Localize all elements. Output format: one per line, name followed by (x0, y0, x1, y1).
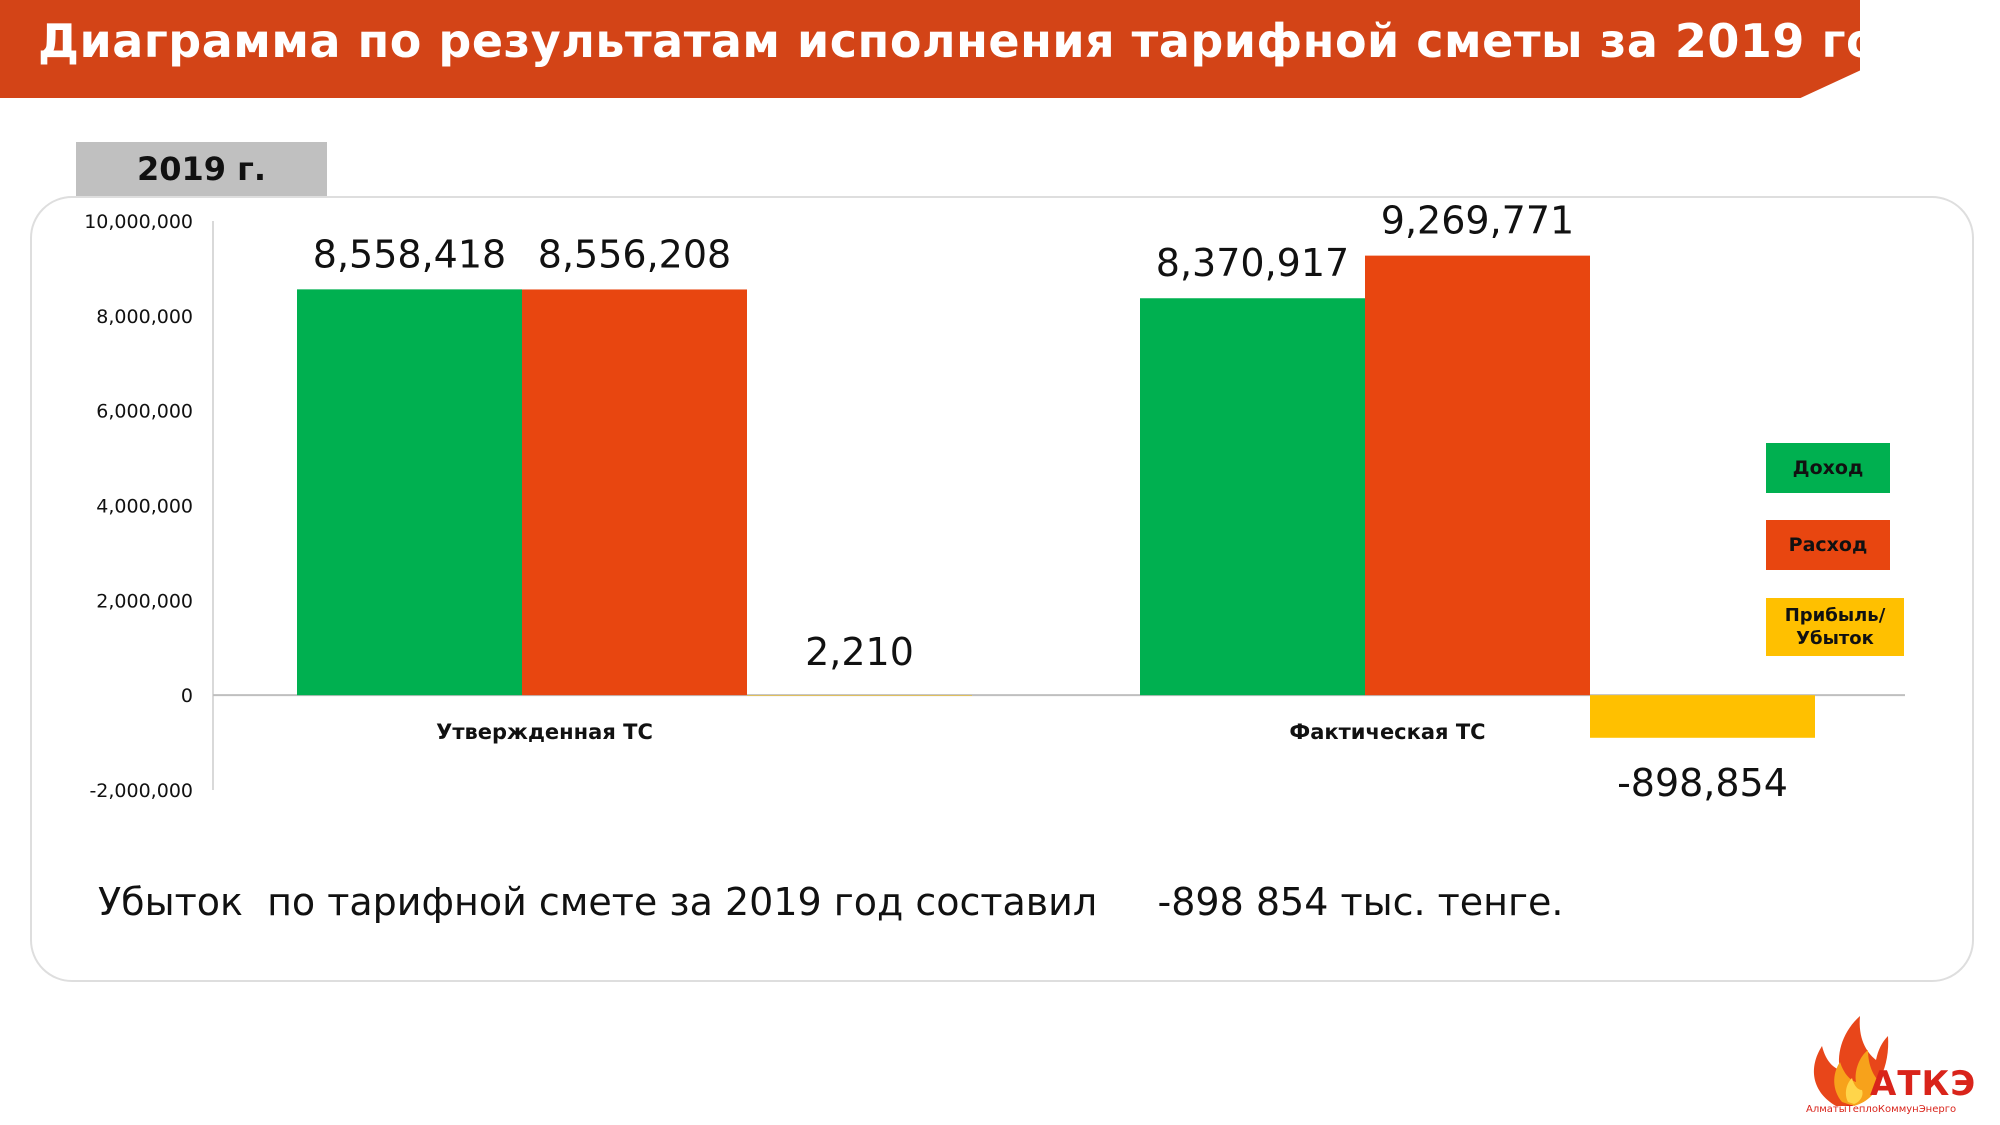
y-tick-label: 0 (181, 685, 193, 707)
page-title: Диаграмма по результатам исполнения тари… (38, 14, 1916, 68)
bar (522, 289, 747, 696)
y-tick-label: 8,000,000 (96, 306, 193, 328)
data-label: 2,210 (805, 630, 914, 674)
bar (1365, 255, 1590, 696)
data-label: -898,854 (1617, 761, 1788, 805)
bar (297, 289, 522, 696)
data-label: 8,558,418 (313, 232, 506, 276)
atke-logo-flame-icon (1813, 1016, 1889, 1106)
category-label: Утвержденная ТС (436, 720, 653, 744)
year-tab: 2019 г. (76, 142, 327, 196)
y-tick-label: -2,000,000 (89, 780, 193, 802)
data-label: 8,370,917 (1156, 241, 1349, 285)
data-label: 9,269,771 (1381, 199, 1574, 243)
data-label: 8,556,208 (538, 232, 731, 276)
y-tick-label: 10,000,000 (84, 211, 193, 233)
y-tick-label: 2,000,000 (96, 590, 193, 612)
title-bar (0, 0, 1860, 98)
legend-item: Расход (1766, 520, 1890, 570)
category-label: Фактическая ТС (1289, 720, 1485, 744)
y-tick-label: 4,000,000 (96, 496, 193, 518)
bar (1590, 695, 1815, 738)
bar (747, 695, 972, 696)
legend-item: Доход (1766, 443, 1890, 493)
summary-text: Убыток по тарифной смете за 2019 год сос… (98, 880, 1564, 924)
y-tick-label: 6,000,000 (96, 401, 193, 423)
logo-name: АТКЭ (1870, 1064, 1977, 1104)
bar (1140, 298, 1365, 696)
legend-item: Прибыль/ Убыток (1766, 598, 1904, 656)
logo-subtitle: АлматыТеплоКоммунЭнерго (1806, 1104, 1957, 1115)
